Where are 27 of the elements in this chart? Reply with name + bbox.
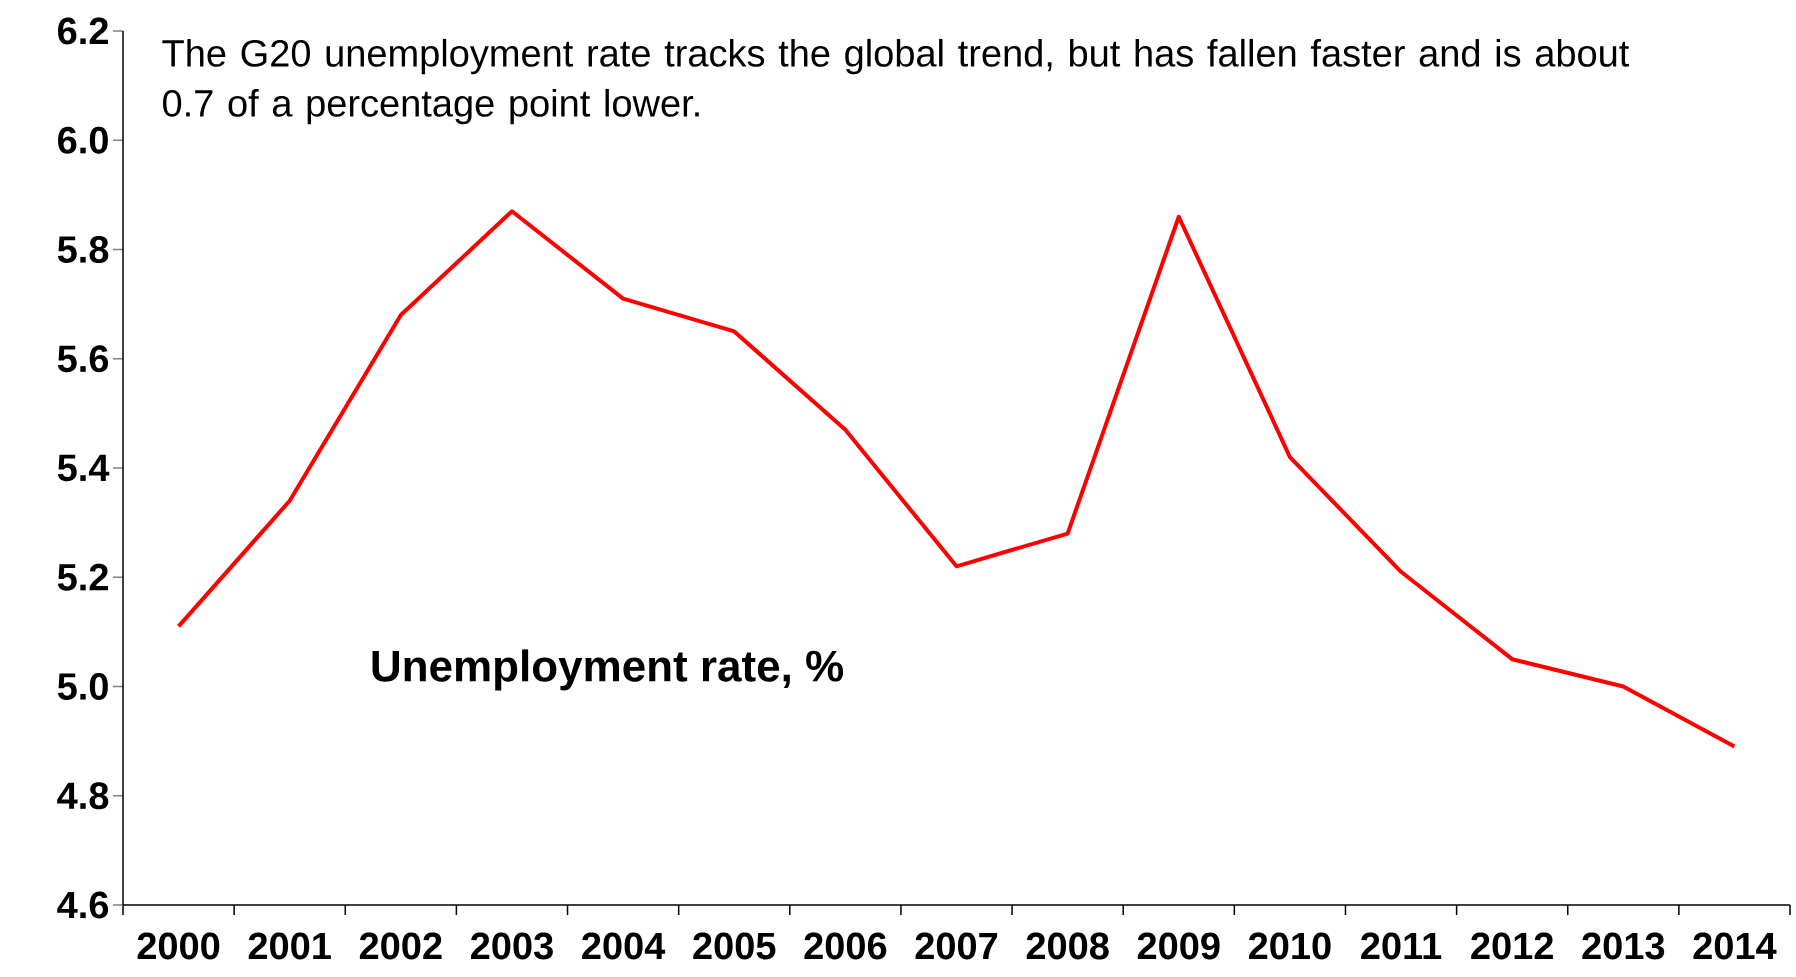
x-tick-label: 2005 xyxy=(693,932,776,960)
y-tick-label: 5.4 xyxy=(57,454,110,482)
x-tick-label: 2007 xyxy=(915,932,998,960)
x-tick-label: 2010 xyxy=(1248,932,1331,960)
x-tick-label: 2001 xyxy=(248,932,331,960)
x-tick-label: 2011 xyxy=(1361,932,1442,960)
y-tick-label: 4.8 xyxy=(57,782,109,810)
x-tick-label: 2006 xyxy=(804,932,887,960)
x-tick-label: 2013 xyxy=(1582,932,1665,960)
x-tick-label: 2014 xyxy=(1693,932,1777,960)
y-tick-label: 5.2 xyxy=(57,563,108,591)
x-tick-label: 2004 xyxy=(582,932,666,960)
line-series xyxy=(176,209,1737,749)
x-tick-label: 2003 xyxy=(471,932,553,960)
y-tick-label: 4.6 xyxy=(57,891,109,919)
x-tick-label: 2008 xyxy=(1026,932,1109,960)
x-tick-label: 2000 xyxy=(137,932,220,960)
annotation: The G20 unemployment rate tracks the global trend, but has fallen faster and is about 0.7 of a percentage point lower. xyxy=(162,38,1630,125)
x-tick-label: 2002 xyxy=(359,932,442,960)
y-tick-label: 6.0 xyxy=(58,126,108,154)
y-tick-label: 5.6 xyxy=(57,345,109,373)
x-tick-label: 2009 xyxy=(1137,932,1220,960)
annotation: Unemployment rate, % xyxy=(372,649,844,691)
x-tick-label: 2012 xyxy=(1471,932,1553,960)
y-tick-label: 5.0 xyxy=(57,673,108,700)
y-tick-label: 6.2 xyxy=(58,17,108,45)
y-tick-label: 5.8 xyxy=(57,236,109,263)
